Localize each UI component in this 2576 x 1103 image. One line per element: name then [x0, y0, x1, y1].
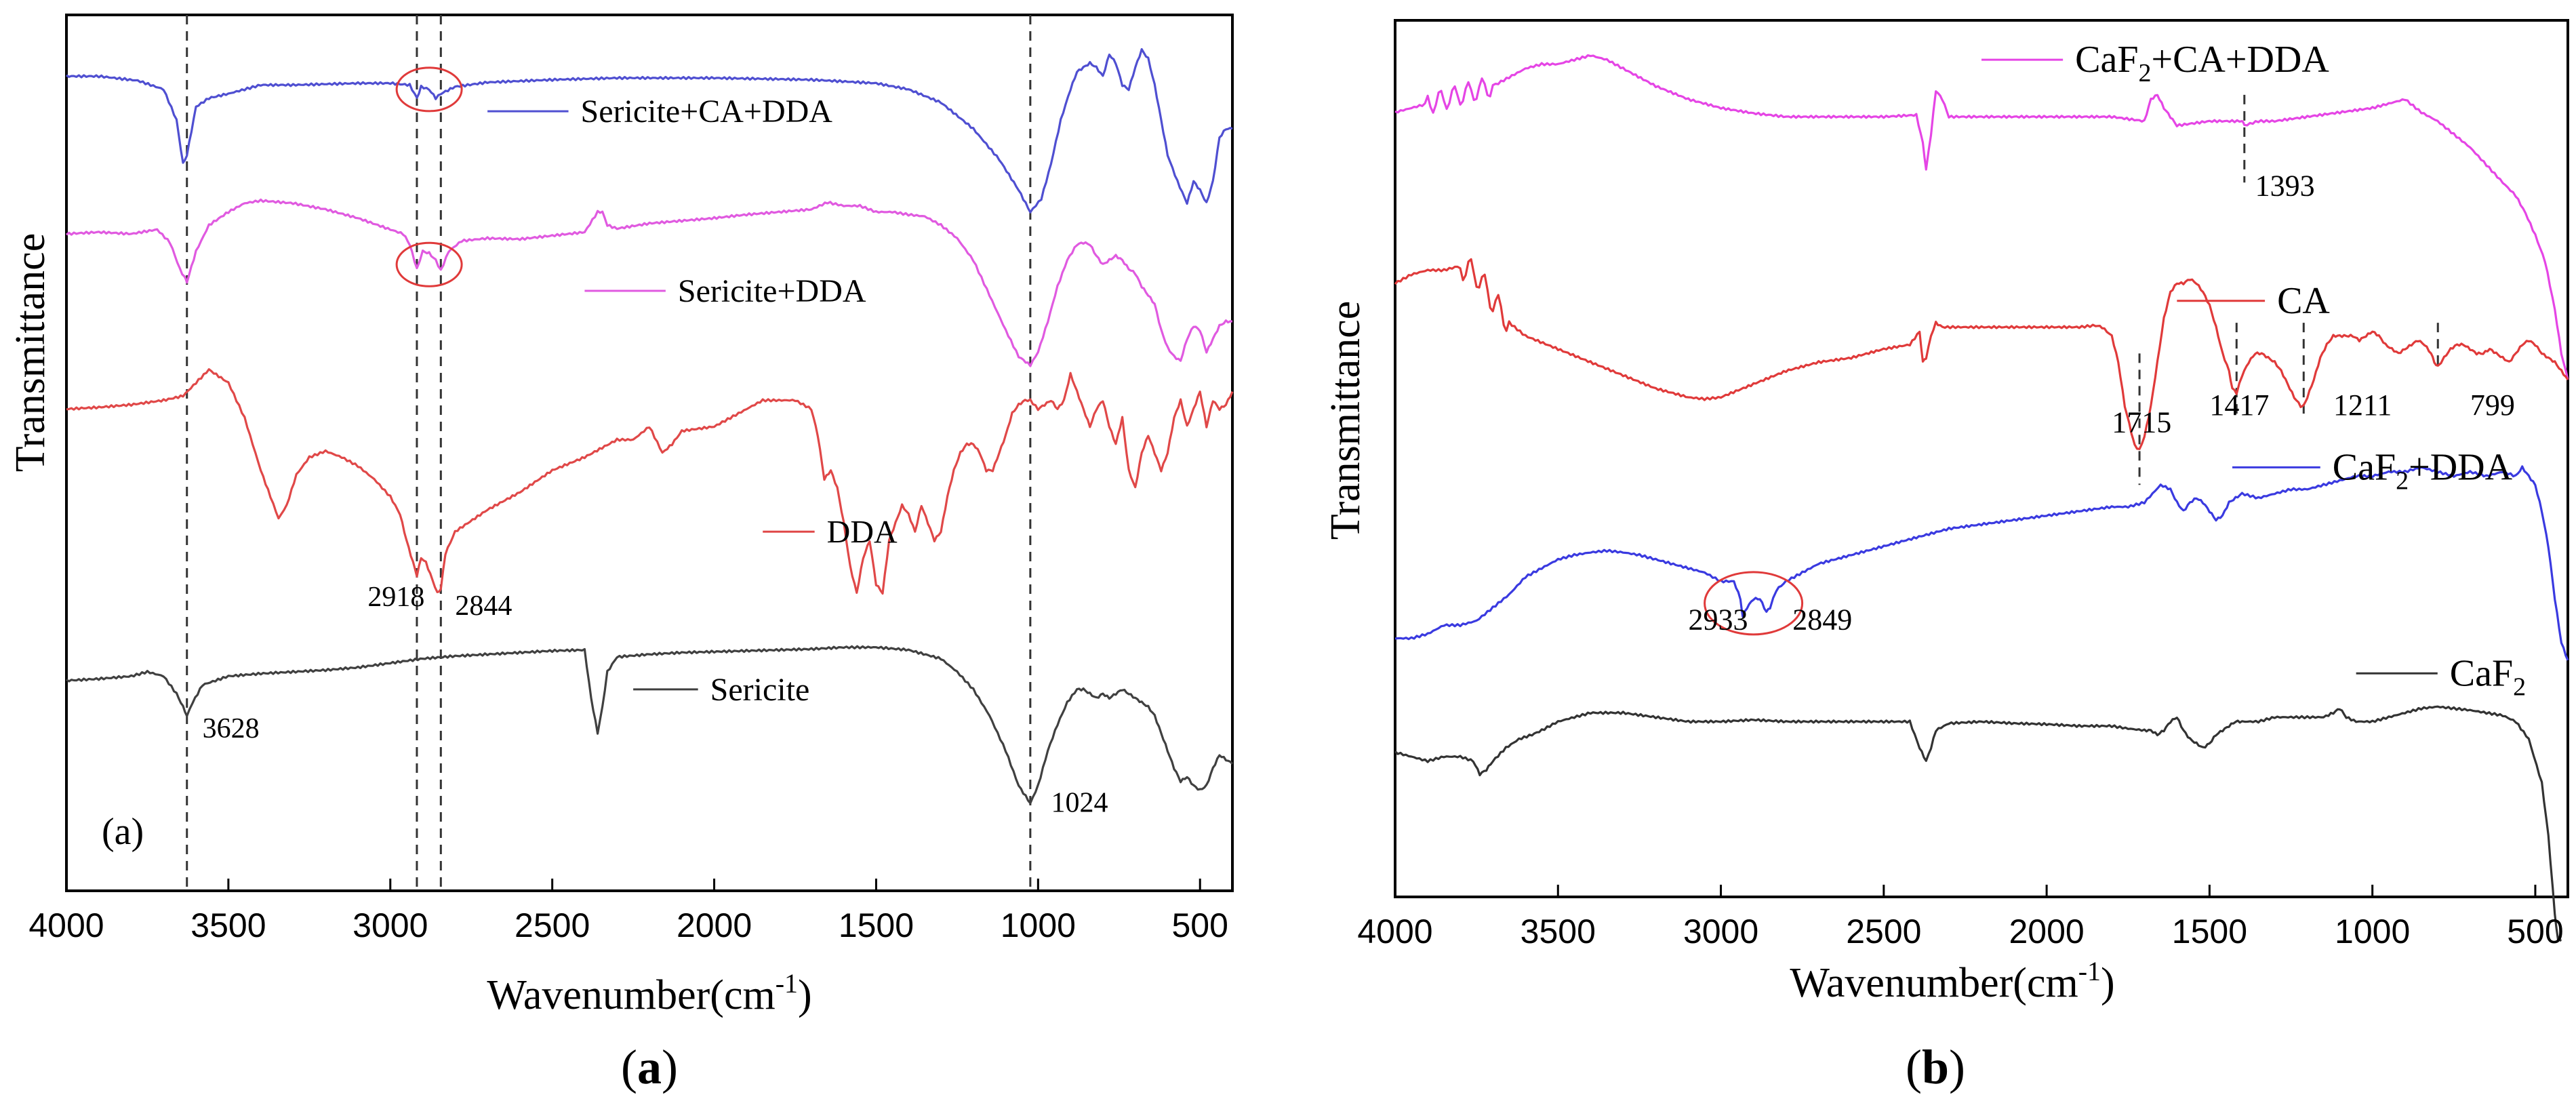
series-line-caf2	[1394, 705, 2562, 942]
series-line-dda	[66, 368, 1234, 595]
x-tick-label: 2000	[677, 906, 752, 944]
series-line-sericite	[66, 645, 1234, 805]
peak-label: 1393	[2255, 169, 2315, 203]
y-axis-label-a: Transmittance	[7, 233, 54, 472]
plot-frame-b	[1394, 19, 2569, 898]
peak-label: 1715	[2112, 406, 2171, 439]
plot-frame-a	[65, 14, 1234, 892]
peak-label: 1211	[2333, 388, 2392, 422]
x-axis-label-b: Wavenumber(cm-1)	[1790, 956, 2114, 1006]
highlight-circle	[1704, 571, 1804, 636]
peak-label: 799	[2470, 388, 2515, 422]
caption-b: (b)	[1906, 1040, 1965, 1094]
peak-label: 2933	[1689, 603, 1748, 637]
peak-label: 3628	[203, 713, 260, 744]
x-tick-label: 1500	[839, 906, 914, 944]
x-axis-label-a: Wavenumber(cm-1)	[487, 968, 811, 1018]
legend-label: CaF2+CA+DDA	[2075, 39, 2329, 87]
x-tick-label: 1500	[2172, 913, 2247, 950]
series-line-sericite-ca-dda	[66, 48, 1233, 214]
peak-label: 1024	[1051, 788, 1108, 819]
series-line-ca	[1394, 258, 2569, 450]
peak-label: 2849	[1792, 603, 1852, 637]
x-tick-label: 2000	[2009, 913, 2084, 950]
highlight-circle	[395, 66, 463, 113]
x-tick-label: 1000	[2335, 913, 2410, 950]
peak-label: 1417	[2209, 388, 2269, 422]
highlight-circle	[395, 241, 463, 287]
legend-label: Sericite+DDA	[678, 273, 866, 309]
legend-label: CaF2	[2450, 652, 2526, 701]
caption-a: (a)	[621, 1040, 678, 1094]
legend-label: CA	[2277, 280, 2330, 322]
x-tick-label: 2500	[1846, 913, 1921, 950]
x-tick-label: 3000	[353, 906, 428, 944]
x-tick-label: 4000	[28, 906, 104, 944]
series-line-caf2-dda	[1394, 465, 2569, 661]
legend-label: CaF2+DDA	[2333, 446, 2513, 495]
x-tick-label: 3500	[190, 906, 266, 944]
series-line-sericite-dda	[66, 198, 1233, 367]
chart-panel-a: Sericite+CA+DDA Sericite+DDA DDA Sericite 3…	[7, 14, 1234, 1094]
peak-label: 2844	[455, 590, 512, 622]
x-tick-label: 500	[2507, 913, 2563, 950]
x-tick-label: 1000	[1001, 906, 1076, 944]
x-tick-label: 4000	[1357, 913, 1432, 950]
legend-label: DDA	[827, 514, 898, 550]
series-line-caf2-ca-dda	[1394, 54, 2569, 380]
x-tick-label: 2500	[515, 906, 590, 944]
peak-label: 2918	[367, 582, 424, 613]
x-tick-label: 3500	[1521, 913, 1596, 950]
x-tick-label: 3000	[1683, 913, 1758, 950]
y-axis-label-b: Transmittance	[1323, 301, 1369, 540]
legend-label: Sericite	[710, 672, 810, 708]
x-tick-label: 500	[1172, 906, 1228, 944]
panel-label-a: (a)	[102, 811, 144, 853]
legend-label: Sericite+CA+DDA	[581, 94, 833, 129]
chart-panel-b: CaF2+CA+DDA CA CaF2+DDA CaF2 1393 1715 1417 12…	[1323, 19, 2569, 1094]
